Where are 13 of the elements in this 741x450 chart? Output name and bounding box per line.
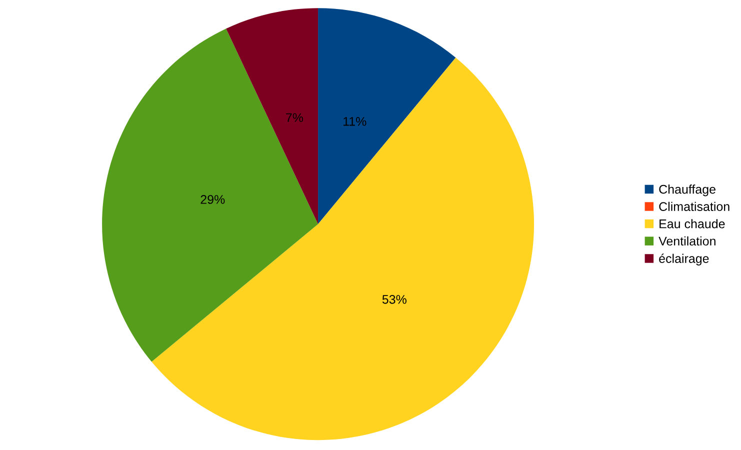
pie-slice xyxy=(318,8,456,224)
legend-label: Climatisation xyxy=(659,202,730,212)
legend-label: Ventilation xyxy=(658,236,716,246)
data-label: 7% xyxy=(286,113,304,122)
data-label: 11% xyxy=(344,117,366,126)
pie-slice xyxy=(102,28,318,362)
data-label: 29% xyxy=(200,195,225,204)
pie-slice xyxy=(226,8,318,224)
pie-slice xyxy=(152,58,534,440)
legend-label: Eau chaude xyxy=(660,219,725,228)
legend-label: Chauffage xyxy=(659,184,716,196)
legend-label: éclairage xyxy=(659,254,709,266)
data-label: 53% xyxy=(382,294,406,304)
